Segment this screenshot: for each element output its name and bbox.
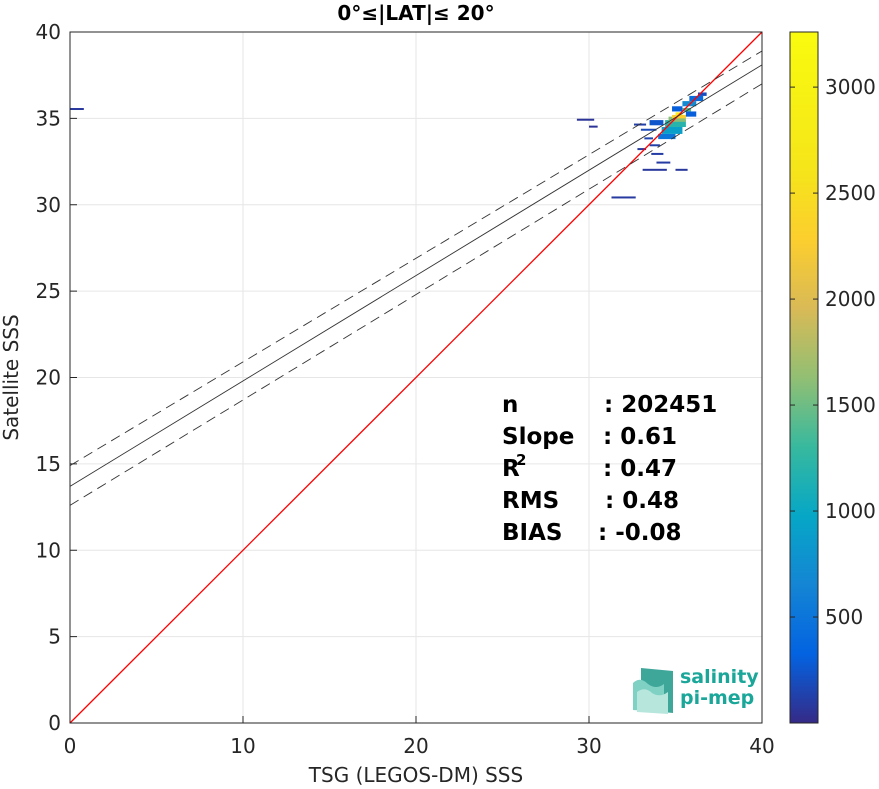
regression-line [69,64,763,487]
density-cell [682,108,692,112]
density-cell [675,168,688,171]
y-tick-label: 30 [36,193,61,217]
logo-text-line1: salinity [680,666,759,688]
density-cell [637,148,647,151]
salinity-pimep-logo: salinity pi-mep [633,666,759,714]
regression-upper-line [69,50,763,466]
density-cell [640,128,657,131]
density-cell [661,127,683,134]
colorbar-tick-label: 1500 [825,393,876,417]
tick-labels: 0 10 20 30 40 0 5 10 15 20 25 30 35 40 [36,20,775,758]
stat-value: : -0.08 [598,520,682,546]
density-cell [665,120,686,128]
stats-block: n : 202451 Slope : 0.61 R2 : 0.47 RMS : 0.48 BIA… [502,392,717,546]
density-cell [658,133,676,140]
density-cell [576,118,595,121]
fit-lines [69,31,763,724]
density-cell [672,114,686,119]
stat-label: RMS [502,488,559,514]
density-cell [675,112,683,115]
colorbar-tick-label: 1000 [825,499,876,523]
y-tick-label: 40 [36,20,61,44]
stat-label: BIAS [502,520,562,546]
density-cell [656,161,671,164]
colorbar-tick-label: 3000 [825,75,876,99]
density-cell [644,137,654,140]
density-cell [642,168,667,171]
x-axis-label: TSG (LEGOS-DM) SSS [308,763,523,787]
stat-label: Slope [502,424,574,450]
colorbar-ticks: 500 1000 1500 2000 2500 3000 [790,75,876,629]
stat-value: : 0.48 [605,488,679,514]
y-tick-label: 0 [48,711,61,735]
y-tick-label: 25 [36,279,61,303]
y-tick-label: 10 [36,538,61,562]
stat-label: n [502,392,518,418]
density-cell [697,92,707,96]
regression-lower-line [69,83,763,506]
density-cell [70,108,84,111]
density-cell [649,120,664,126]
density-cell [672,106,683,112]
y-tick-label: 5 [48,625,61,649]
colorbar [789,31,819,724]
y-tick-label: 20 [36,366,61,390]
x-tick-label: 40 [749,734,774,758]
colorbar-tick-label: 2000 [825,287,876,311]
density-cell [668,116,686,122]
stat-label: R [502,456,520,482]
colorbar-tick-label: 500 [825,605,863,629]
stat-value: : 202451 [604,392,717,418]
y-axis-label: Satellite SSS [0,314,23,440]
stat-value: : 0.47 [603,456,677,482]
density-cell [589,125,598,128]
density-cell [685,111,697,117]
y-tick-label: 35 [36,106,61,130]
y-tick-label: 15 [36,452,61,476]
chart-title: 0°≤|LAT|≤ 20° [337,1,494,25]
logo-mark-icon [633,668,673,714]
logo-text-line2: pi-mep [680,687,754,709]
identity-line [69,31,763,724]
colorbar-tick-label: 2500 [825,181,876,205]
stat-value: : 0.61 [603,424,677,450]
x-tick-label: 10 [230,734,255,758]
stat-superscript: 2 [516,451,526,469]
density-cell [611,196,636,199]
x-tick-label: 0 [64,734,77,758]
plot-frame [69,31,763,724]
density-cell [649,144,660,147]
x-tick-label: 20 [403,734,428,758]
density-cell [651,152,664,155]
x-tick-label: 30 [576,734,601,758]
